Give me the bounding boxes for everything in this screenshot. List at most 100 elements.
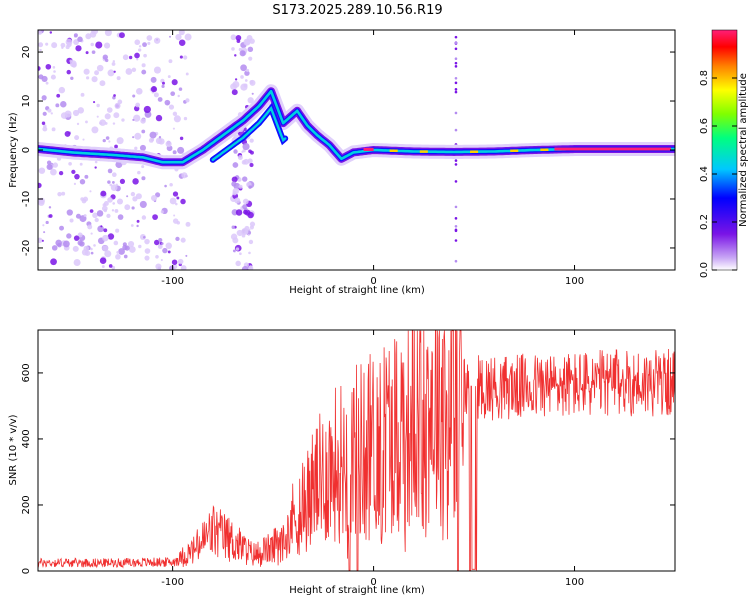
noise-blob [102,54,108,60]
noise-blob [175,202,178,206]
snr-series-line [38,330,675,571]
noise-blob [235,260,241,267]
noise-blob [100,225,103,228]
noise-blob [66,69,71,75]
noise-blob [241,266,249,270]
noise-blob [94,217,99,223]
noise-blob [248,251,251,255]
noise-blob [141,129,146,134]
noise-blob [50,74,56,80]
noise-blob [160,210,164,214]
noise-blob [233,149,238,154]
noise-blob [242,198,249,205]
noise-blob [100,190,107,197]
noise-blob [235,247,240,251]
noise-blob [183,55,188,60]
noise-blob [72,109,80,117]
noise-blob [247,46,254,53]
noise-blob [116,198,124,205]
noise-blob [170,91,176,97]
noise-blob [45,220,49,225]
noise-blob [230,83,237,91]
noise-blob [99,80,106,87]
noise-blob [111,62,116,66]
noise-blob [39,48,42,52]
noise-blob [161,84,165,88]
x-tick-label: 0 [370,577,376,588]
noise-blob [234,197,241,204]
noise-blob [107,233,115,240]
noise-blob [110,184,118,192]
noise-blob [41,95,47,101]
noise-blob [244,70,250,76]
noise-blob [162,247,168,254]
y-tick-label: 400 [21,429,32,448]
noise-blob [179,136,184,141]
noise-blob [95,41,103,49]
noise-blob [91,76,98,83]
noise-blob [125,68,133,75]
noise-blob [236,39,241,43]
noise-blob [51,127,56,132]
artifact-dot [454,259,458,263]
noise-blob [111,172,117,178]
noise-blob [69,60,77,68]
noise-blob [42,224,45,227]
snr-xlabel: Height of straight line (km) [289,585,425,596]
noise-blob [169,197,177,205]
noise-blob [92,212,98,219]
noise-blob [134,39,141,46]
noise-blob [138,48,142,52]
noise-blob [105,136,110,140]
noise-blob [230,34,237,41]
spectrogram-ylabel: Frequency (Hz) [8,112,19,188]
y-tick-label: -20 [21,240,32,256]
noise-blob [180,198,186,205]
noise-blob [82,196,89,202]
noise-blob [108,264,113,268]
noise-blob [103,42,111,49]
noise-blob [77,107,85,114]
y-tick-label: 0 [21,147,32,153]
noise-blob [114,144,118,149]
noise-blob [103,208,108,213]
noise-blob [50,168,57,176]
noise-blob [80,92,85,97]
noise-blob [147,41,151,45]
noise-blob [149,131,157,139]
noise-blob [242,142,250,151]
noise-blob [165,242,172,250]
noise-blob [106,107,113,113]
noise-blob [57,191,62,197]
y-tick-label: 0 [21,568,32,574]
noise-blob [234,78,238,81]
x-tick-label: 100 [565,577,584,588]
noise-blob [79,179,86,185]
noise-blob [113,94,116,97]
noise-blob [38,167,46,174]
noise-blob [111,265,116,270]
noise-blob [93,101,96,104]
noise-blob [96,103,100,108]
noise-blob [102,245,109,252]
artifact-dot [454,57,458,61]
noise-blob [113,112,120,119]
noise-blob [135,88,143,95]
noise-blob [91,50,96,55]
noise-blob [135,193,142,200]
noise-blob [171,259,178,265]
noise-blob [167,250,171,254]
noise-blob [150,138,155,142]
noise-blob [247,233,250,236]
noise-blob [172,111,178,117]
noise-blob [150,86,158,93]
colorbar-gradient [711,29,738,271]
artifact-dot [454,90,458,94]
noise-blob [68,161,72,166]
noise-blob [58,86,66,94]
noise-blob [240,83,248,91]
noise-blob [150,76,157,83]
noise-blob [157,97,163,102]
noise-blob [136,224,139,228]
